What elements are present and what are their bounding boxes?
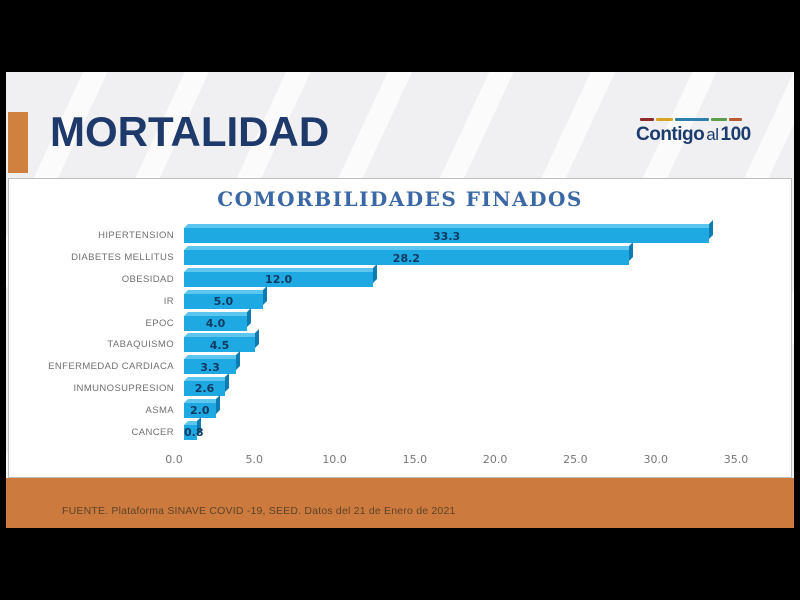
category-label: OBESIDAD xyxy=(121,273,174,285)
chart-row: HIPERTENSION 33.3 xyxy=(21,225,736,247)
logo-text: Contigo al 100 xyxy=(636,124,751,146)
x-axis-tick-label: 0.0 xyxy=(165,453,183,466)
category-label: HIPERTENSION xyxy=(98,230,174,242)
chart-row: INMUNOSUPRESION 2.6 xyxy=(21,378,736,400)
bar: 2.6 xyxy=(184,380,225,396)
category-label: ENFERMEDAD CARDIACA xyxy=(48,361,174,373)
logo-word-contigo: Contigo xyxy=(636,124,705,145)
source-note: FUENTE. Plataforma SINAVE COVID -19, SEE… xyxy=(62,505,456,517)
bar-value-label: 5.0 xyxy=(213,295,234,309)
chart-panel: COMORBILIDADES FINADOS HIPERTENSION 33.3 D… xyxy=(8,178,792,478)
chart-row: TABAQUISMO 4.5 xyxy=(21,334,736,356)
page-title: MORTALIDAD xyxy=(50,108,330,155)
bar-track: 2.6 xyxy=(184,380,736,396)
bar: 0.8 xyxy=(184,424,204,440)
bar-track: 4.5 xyxy=(184,337,736,353)
category-label: DIABETES MELLITUS xyxy=(71,252,174,264)
category-label: TABAQUISMO xyxy=(107,339,174,351)
x-axis-tick-label: 20.0 xyxy=(482,453,508,466)
bar-value-label: 2.6 xyxy=(194,382,215,396)
category-label: CANCER xyxy=(131,426,174,438)
chart-row: CANCER 0.8 xyxy=(21,421,736,443)
logo-line-segment xyxy=(710,118,728,121)
contigo-al-100-logo: Contigo al 100 xyxy=(636,118,751,146)
category-label: EPOC xyxy=(145,317,174,329)
bar-value-label: 4.0 xyxy=(205,317,226,331)
bar: 12.0 xyxy=(184,271,374,287)
bar: 3.3 xyxy=(184,359,237,375)
chart-row: EPOC 4.0 xyxy=(21,312,736,334)
bar: 5.0 xyxy=(184,293,263,309)
logo-line-segment xyxy=(655,118,674,121)
x-axis-tick-label: 35.0 xyxy=(723,453,749,466)
footer-band: FUENTE. Plataforma SINAVE COVID -19, SEE… xyxy=(6,478,794,528)
bar-chart: HIPERTENSION 33.3 DIABETES MELLITUS 28.2 OBE… xyxy=(21,225,736,443)
bar-value-label: 33.3 xyxy=(433,229,461,243)
x-axis-tick-label: 10.0 xyxy=(322,453,347,466)
logo-word-100: 100 xyxy=(720,124,752,145)
bar-track: 2.0 xyxy=(184,402,736,418)
x-axis: 0.0 5.0 10.0 15.0 20.0 25.0 30.0 35.0 xyxy=(165,453,748,467)
presentation-slide: MORTALIDAD Contigo al 100 COMORBILIDADES F… xyxy=(6,72,794,528)
bar-track: 12.0 xyxy=(184,271,736,287)
category-label: IR xyxy=(163,295,174,307)
x-axis-tick-label: 25.0 xyxy=(563,453,588,466)
logo-word-al: al xyxy=(706,125,719,144)
bar-value-label: 4.5 xyxy=(209,338,230,352)
category-label: ASMA xyxy=(145,404,174,416)
title-accent-bar xyxy=(8,112,28,173)
logo-line-segment xyxy=(640,118,654,121)
bar-track: 33.3 xyxy=(184,228,736,244)
bar: 28.2 xyxy=(184,250,629,266)
chart-row: IR 5.0 xyxy=(21,290,736,312)
chart-row: ASMA 2.0 xyxy=(21,399,736,421)
bar-value-label: 0.8 xyxy=(184,426,204,440)
bar: 33.3 xyxy=(184,228,710,244)
bar-track: 5.0 xyxy=(184,293,736,309)
bar: 4.5 xyxy=(184,337,255,353)
bar-track: 28.2 xyxy=(184,250,736,266)
bar-value-label: 3.3 xyxy=(200,360,220,374)
bar: 2.0 xyxy=(184,402,216,418)
bar-value-label: 28.2 xyxy=(392,251,420,265)
chart-row: ENFERMEDAD CARDIACA 3.3 xyxy=(21,356,736,378)
chart-title: COMORBILIDADES FINADOS xyxy=(217,187,583,211)
x-axis-tick-label: 5.0 xyxy=(245,453,264,466)
chart-row: OBESIDAD 12.0 xyxy=(21,269,736,291)
chart-row: DIABETES MELLITUS 28.2 xyxy=(21,247,736,269)
category-label: INMUNOSUPRESION xyxy=(73,382,174,394)
bar-track: 4.0 xyxy=(184,315,736,331)
logo-line-segment xyxy=(675,118,709,121)
bar-track: 0.8 xyxy=(184,424,736,440)
x-axis-tick-label: 15.0 xyxy=(402,453,428,466)
x-axis-tick-label: 30.0 xyxy=(643,453,668,466)
logo-color-line xyxy=(640,118,742,121)
bar-value-label: 2.0 xyxy=(190,404,210,418)
bar-track: 3.3 xyxy=(184,359,736,375)
logo-line-segment xyxy=(729,118,742,121)
bar: 4.0 xyxy=(184,315,248,331)
bar-value-label: 12.0 xyxy=(265,273,293,287)
